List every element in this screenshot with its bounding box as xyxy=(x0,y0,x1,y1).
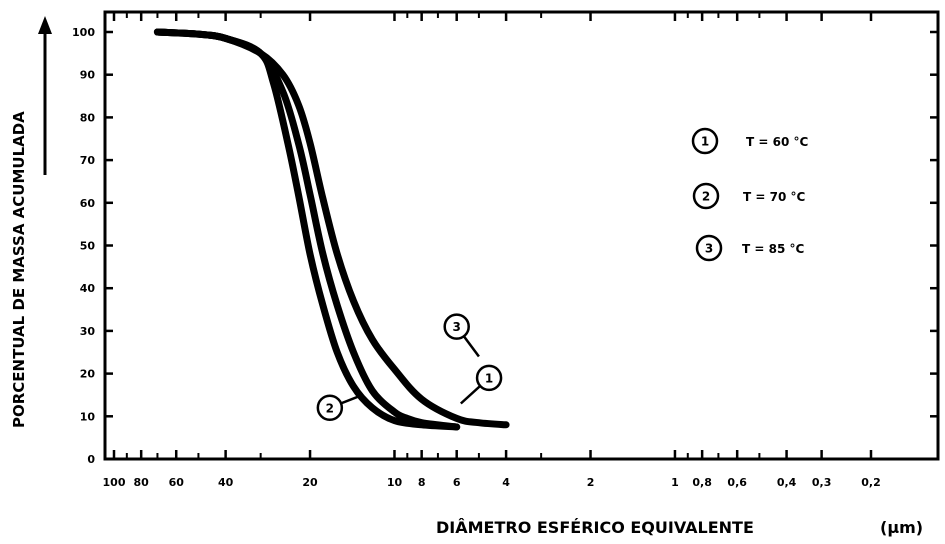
axes xyxy=(103,10,940,461)
series-line-2 xyxy=(153,28,461,431)
x-tick-label: 0,8 xyxy=(692,476,712,489)
legend-marker-label: 1 xyxy=(701,135,709,149)
y-tick-label: 0 xyxy=(87,453,95,466)
y-axis-title: PORCENTUAL DE MASSA ACUMULADA xyxy=(10,111,28,428)
curve-marker-label: 1 xyxy=(485,371,493,385)
y-tick-label: 40 xyxy=(80,282,96,295)
x-tick-label: 4 xyxy=(502,476,510,489)
legend-marker-label: 3 xyxy=(705,242,713,256)
y-tick-label: 90 xyxy=(80,69,96,82)
legend-entry-label: T = 60 °C xyxy=(746,135,808,149)
y-axis-title-group: PORCENTUAL DE MASSA ACUMULADA xyxy=(10,16,52,428)
x-tick-label: 100 xyxy=(103,476,126,489)
y-tick-label: 100 xyxy=(72,26,95,39)
y-tick-label: 30 xyxy=(80,325,96,338)
x-tick-label: 60 xyxy=(169,476,185,489)
curve-marker-circle xyxy=(475,364,503,392)
plot-frame xyxy=(103,10,940,461)
x-tick-label: 0,6 xyxy=(727,476,747,489)
curve-marker-label: 2 xyxy=(326,401,334,415)
x-axis-unit: (µm) xyxy=(880,518,923,537)
x-tick-label: 0,3 xyxy=(812,476,832,489)
x-tick-label: 10 xyxy=(387,476,403,489)
y-axis-ticks: 0 10 20 30 40 50 60 70 80 90 100 xyxy=(72,26,938,466)
x-axis-ticks: 100 80 60 40 20 10 8 6 4 2 1 0,8 0,6 0,4 0,3 0,2 xyxy=(103,12,881,489)
legend-marker-label: 2 xyxy=(702,190,710,204)
x-tick-label: 1 xyxy=(671,476,679,489)
y-tick-label: 70 xyxy=(80,154,96,167)
y-tick-label: 20 xyxy=(80,368,96,381)
curve-marker-circle xyxy=(443,313,470,340)
x-tick-label: 8 xyxy=(418,476,426,489)
legend-marker-circle xyxy=(695,234,723,262)
x-axis-title: DIÂMETRO ESFÉRICO EQUIVALENTE xyxy=(436,518,754,537)
legend-entry-2: 2 T = 70 °C xyxy=(692,182,805,210)
series-layer xyxy=(153,28,510,431)
x-tick-label: 6 xyxy=(453,476,461,489)
legend-marker-circle xyxy=(692,182,720,210)
x-tick-label: 80 xyxy=(134,476,150,489)
y-tick-label: 60 xyxy=(80,197,96,210)
curve-markers: 3 1 2 xyxy=(316,313,503,422)
y-tick-label: 50 xyxy=(80,240,96,253)
legend-marker-circle xyxy=(691,127,719,155)
legend-entry-label: T = 70 °C xyxy=(743,190,805,204)
x-tick-label: 40 xyxy=(218,476,234,489)
x-tick-label: 20 xyxy=(302,476,318,489)
x-tick-label: 2 xyxy=(587,476,595,489)
x-tick-label: 0,2 xyxy=(861,476,881,489)
y-axis-arrow-head xyxy=(38,16,52,34)
y-tick-label: 10 xyxy=(80,410,96,423)
y-tick-label: 80 xyxy=(80,111,96,124)
legend-entry-3: 3 T = 85 °C xyxy=(695,234,804,262)
legend: 1 T = 60 °C 2 T = 70 °C 3 T = 85 °C xyxy=(691,127,808,262)
x-tick-label: 0,4 xyxy=(777,476,797,489)
legend-entry-1: 1 T = 60 °C xyxy=(691,127,808,155)
series-line-3 xyxy=(153,28,510,429)
curve-marker-label: 3 xyxy=(453,320,461,334)
legend-entry-label: T = 85 °C xyxy=(742,242,804,256)
curve-marker-circle xyxy=(316,394,344,422)
